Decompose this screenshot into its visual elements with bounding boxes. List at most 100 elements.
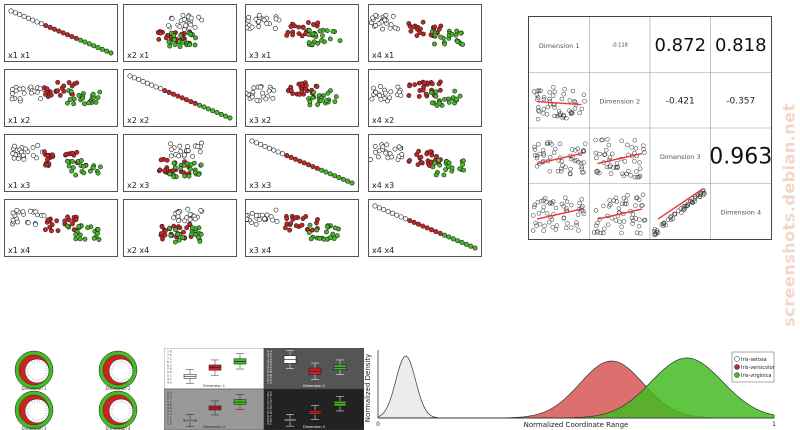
boxplot-tick: 3.0 (267, 368, 272, 372)
scatter-cell-label: x2 x1 (127, 51, 150, 60)
scatter-cell: x4 x3 (368, 134, 482, 192)
scatter-cell: x3 x2 (245, 69, 359, 127)
radial-plot-title: Dimension 1 (21, 386, 47, 391)
boxplot-panel: 2.52.32.11.91.71.51.31.10.90.70.50.30.1 D… (263, 388, 364, 430)
scatter-cell-label: x3 x4 (249, 246, 272, 255)
watermark: screenshots.debian.net (778, 0, 800, 430)
radial-plot-title: Dimension 2 (105, 386, 131, 391)
legend-marker (734, 364, 740, 370)
boxplot-tick: 2.8 (267, 370, 272, 374)
scatter-cell-label: x2 x3 (127, 181, 150, 190)
boxplot-tick: 5.5 (167, 370, 172, 374)
boxplot-tick: 6.9 (167, 391, 172, 395)
scatter-cell-label: x1 x4 (8, 246, 31, 255)
density-plot: Normalized Density Normalized Coordinate … (364, 350, 776, 429)
boxplot-tick: 1.3 (267, 406, 272, 410)
scatter-cell-label: x2 x2 (127, 116, 150, 125)
boxplot-tick: 4.3 (167, 381, 172, 385)
boxplot-tick: 4.0 (267, 355, 272, 359)
regression-line (597, 152, 643, 165)
radial-plot: Dimension 1 (14, 350, 54, 391)
scatter-cell-label: x1 x1 (8, 51, 31, 60)
density-curve-virginica (378, 357, 775, 419)
boxplot-tick: 2.1 (267, 396, 272, 400)
density-y-axis-label: Normalized Density (364, 354, 372, 423)
boxplot-tick: 7.1 (167, 356, 172, 360)
radial-plot-title: Dimension 4 (105, 426, 131, 430)
boxplot-title: Dimension 1 (203, 384, 225, 388)
density-tick-max: 1 (772, 421, 776, 428)
boxplot-title: Dimension 3 (203, 425, 225, 429)
boxplot-tick: 2.1 (167, 415, 172, 419)
boxplot-tick: 2.5 (267, 391, 272, 395)
boxplot-tick: 1.1 (267, 409, 272, 413)
boxplot-tick: 6.3 (167, 394, 172, 398)
boxplot-panel: 4.44.24.03.83.63.43.23.02.82.62.42.22.0 D… (263, 348, 364, 390)
boxplot-tick: 0.5 (267, 416, 272, 420)
scatter-cell: x1 x4 (4, 199, 118, 257)
regression-line (657, 188, 703, 220)
legend-label: Iris-virginica (741, 373, 771, 379)
scatter-cell: x1 x1 (4, 4, 118, 62)
scatter-cell-label: x4 x3 (372, 181, 395, 190)
boxplot-tick: 5.7 (167, 397, 172, 401)
boxplot-tick: 5.9 (167, 367, 172, 371)
boxplot-tick: 4.2 (267, 352, 272, 356)
correlation-matrix: Dimension 1 Dimension 2 Dimension 3 Dimensi… (528, 16, 772, 240)
boxplot-tick: 0.3 (267, 419, 272, 423)
boxplot-tick: 1.7 (267, 401, 272, 405)
legend-label: Iris-versicolor (741, 365, 776, 371)
scatter-cell-label: x3 x3 (249, 181, 272, 190)
boxplot-tick: 1.5 (167, 418, 172, 422)
scatter-cell-label: x3 x2 (249, 116, 272, 125)
boxplot-tick: 2.2 (267, 378, 272, 382)
radial-plot-title: Dimension 3 (21, 426, 47, 430)
boxplot-tick: 4.5 (167, 403, 172, 407)
correlation-value: -0.357 (726, 96, 755, 106)
watermark-text: screenshots.debian.net (779, 103, 799, 327)
boxplot-tick: 6.3 (167, 363, 172, 367)
dimension-label: Dimension 4 (720, 208, 761, 216)
radial-plots: Dimension 1 Dimension 2 Dimension 3 Dimensi… (14, 350, 138, 430)
boxplot-tick: 1.9 (267, 398, 272, 402)
boxplot-panel: 7.97.57.16.76.35.95.55.14.74.3 Dimension … (164, 348, 265, 390)
boxplot-tick: 5.1 (167, 400, 172, 404)
radial-plot: Dimension 4 (98, 390, 138, 430)
boxplot-tick: 0.9 (267, 411, 272, 415)
regression-line (536, 152, 582, 165)
boxplot-tick: 3.2 (267, 365, 272, 369)
scatter-cell-label: x4 x2 (372, 116, 395, 125)
boxplot-tick: 3.4 (267, 362, 272, 366)
scatter-cell: x4 x4 (368, 199, 482, 257)
correlation-value: 0.872 (654, 35, 706, 56)
boxplot-tick: 1.0 (167, 422, 172, 426)
scatter-cell: x4 x2 (368, 69, 482, 127)
boxplot-tick: 7.5 (167, 353, 172, 357)
scatter-cell-label: x4 x4 (372, 246, 395, 255)
scatter-cell: x3 x1 (245, 4, 359, 62)
scatter-cell: x4 x1 (368, 4, 482, 62)
regression-line (536, 100, 582, 106)
scatter-cell-label: x1 x3 (8, 181, 31, 190)
scatter-cell-label: x4 x1 (372, 51, 395, 60)
boxplot-tick: 2.4 (267, 375, 272, 379)
regression-line (597, 208, 643, 220)
scatter-cell: x2 x2 (123, 69, 237, 127)
scatter-cell: x3 x4 (245, 199, 359, 257)
dimension-label: Dimension 2 (599, 97, 640, 105)
correlation-value: 0.818 (715, 35, 767, 56)
correlation-value: 0.963 (709, 144, 771, 169)
boxplot-panel: 6.96.35.75.14.53.93.32.72.11.51.0 Dimensi… (164, 388, 265, 430)
correlation-value: -0.118 (612, 43, 628, 49)
radial-plot: Dimension 3 (14, 390, 54, 430)
scatter-cell: x3 x3 (245, 134, 359, 192)
boxplot-tick: 0.1 (267, 422, 272, 426)
scatter-cell: x2 x4 (123, 199, 237, 257)
legend-label: Iris-setosa (741, 357, 767, 363)
boxplot-tick: 3.6 (267, 360, 272, 364)
correlation-matrix-canvas: Dimension 1 Dimension 2 Dimension 3 Dimensi… (529, 17, 772, 239)
boxplot-tick: 0.7 (267, 414, 272, 418)
scatter-cell-label: x3 x1 (249, 51, 272, 60)
scatter-cell: x2 x1 (123, 4, 237, 62)
dimension-label: Dimension 1 (539, 42, 580, 50)
